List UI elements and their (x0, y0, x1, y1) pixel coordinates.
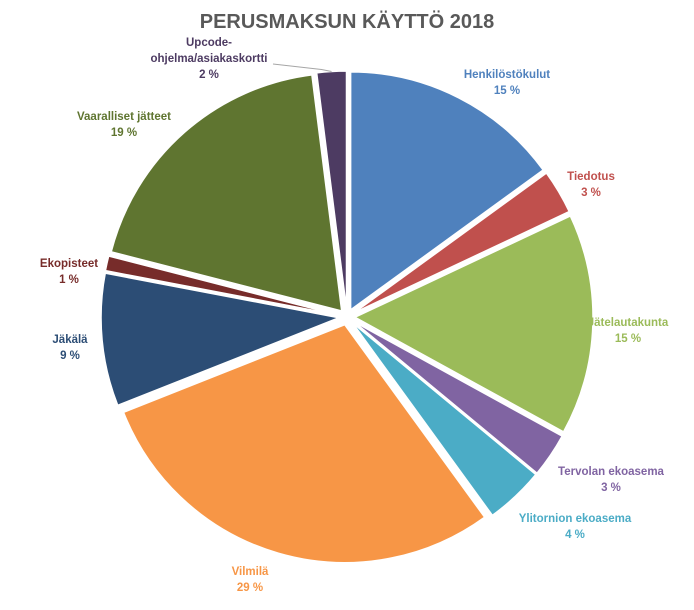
slice-label-vilmila: Vilmilä 29 % (232, 566, 269, 594)
pie-slice-jatelautakunta (353, 214, 594, 433)
chart-title: PERUSMAKSUN KÄYTTÖ 2018 (200, 10, 495, 33)
slice-label-ekopisteet: Ekopisteet 1 % (40, 258, 98, 286)
slice-label-tervolan-ekoasema: Tervolan ekoasema 3 % (558, 466, 665, 494)
pie-slice-ekopisteet (104, 255, 340, 316)
pie-slices (100, 70, 594, 564)
pie-slice-tiedotus (353, 171, 571, 314)
pie-slice-tervolan-ekoasema (353, 320, 564, 475)
slice-label-upcode-ohjelma-asiakaskortti: Upcode-ohjelma/asiakaskortti 2 % (151, 37, 268, 81)
pie-slice-vilmila (122, 323, 486, 564)
slice-label-henkilostokulut: Henkilöstökulut 15 % (464, 69, 550, 97)
slice-label-vaaralliset-jatteet: Vaaralliset jätteet 19 % (77, 111, 171, 139)
leader-lines (272, 63, 332, 72)
slice-label-ylitornion-ekoasema: Ylitornion ekoasema 4 % (519, 513, 632, 541)
slice-label-tiedotus: Tiedotus 3 % (567, 171, 615, 199)
leader-line-upcode (272, 63, 332, 72)
pie-slice-jakala (100, 272, 342, 407)
slice-label-jatelautakunta: Jätelautakunta 15 % (588, 317, 669, 345)
pie-slice-vaaralliset-jatteet (110, 74, 343, 312)
slice-label-jakala: Jäkälä 9 % (52, 334, 88, 362)
pie-slice-henkilostokulut (349, 71, 545, 312)
pie-slice-ylitornion-ekoasema (351, 322, 537, 517)
slice-labels: Henkilöstökulut 15 % Tiedotus 3 % Jätelautak… (40, 37, 669, 594)
